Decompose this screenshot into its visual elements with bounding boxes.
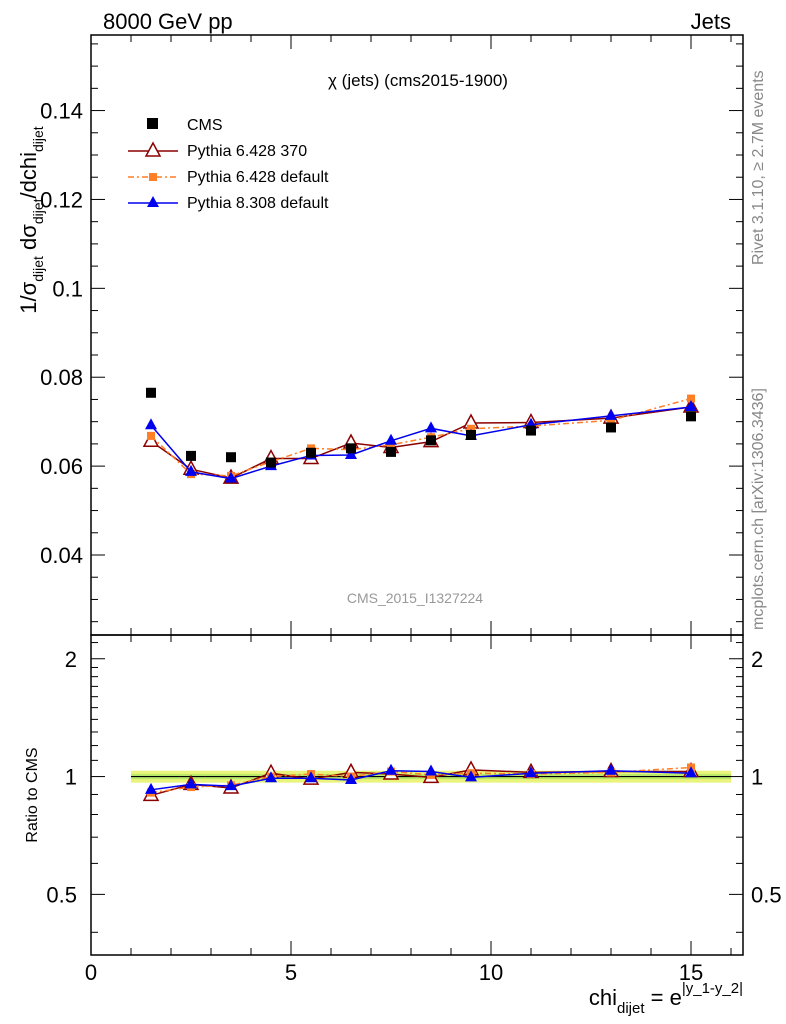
series-point	[345, 772, 357, 784]
series-point	[525, 766, 537, 778]
legend-marker-py6-default	[149, 173, 157, 181]
x-tick-label: 0	[85, 960, 97, 985]
plot-title: χ (jets) (cms2015-1900)	[328, 71, 508, 90]
cms-data-point	[346, 443, 356, 454]
ratio-tick-label-right: 0.5	[751, 882, 782, 907]
legend-marker-py8-default	[147, 196, 159, 207]
analysis-label: CMS_2015_I1327224	[347, 590, 483, 606]
rivet-label: Rivet 3.1.10, ≥ 2.7M events	[750, 70, 767, 265]
series-point	[467, 424, 475, 433]
cms-data-point	[226, 452, 236, 463]
cms-data-point	[426, 435, 436, 446]
series-point	[185, 777, 197, 789]
x-axis-label: chidijet = e|y_1-y_2|	[589, 980, 743, 1017]
series-point	[185, 464, 197, 476]
cms-data-point	[686, 411, 696, 422]
y-tick-label: 0.14	[40, 99, 83, 124]
ratio-tick-label-right: 2	[751, 647, 763, 672]
series-point	[265, 771, 277, 783]
legend-label-py6-default: Pythia 6.428 default	[187, 169, 329, 186]
cms-data-point	[466, 430, 476, 440]
data-points	[146, 387, 696, 468]
cms-data-point	[266, 457, 276, 468]
ratio-tick-label-right: 1	[751, 765, 763, 790]
series-line	[150, 397, 692, 477]
series-point	[607, 416, 615, 425]
y-tick-label: 0.08	[40, 365, 83, 390]
series-point	[145, 418, 157, 430]
legend-label-py8-default: Pythia 8.308 default	[187, 195, 329, 212]
energy-label: 8000 GeV pp	[103, 9, 233, 34]
y-tick-label: 0.12	[40, 187, 83, 212]
series-point	[605, 408, 617, 420]
series-point	[305, 771, 317, 783]
process-label: Jets	[691, 9, 731, 34]
legend: CMS Pythia 6.428 370 Pythia 6.428 defaul…	[128, 117, 329, 212]
series-point	[605, 763, 617, 775]
main-axis-ticks: 0.04 0.06 0.08 0.1 0.12 0.14	[40, 43, 743, 623]
series-point	[465, 770, 477, 782]
series-point	[425, 764, 437, 776]
ratio-y-axis-label: Ratio to CMS	[24, 747, 41, 842]
cms-data-point	[606, 422, 616, 433]
ratio-plot-frame	[90, 634, 744, 956]
y-tick-label: 0.06	[40, 454, 83, 479]
ratio-tick-label-left: 2	[65, 647, 77, 672]
legend-marker-py6-370	[144, 141, 162, 157]
series-point	[687, 394, 695, 403]
cms-data-point	[526, 425, 536, 436]
series-line	[150, 406, 692, 479]
legend-marker-cms	[147, 118, 158, 129]
x-tick-label: 5	[285, 960, 297, 985]
ratio-series-line	[150, 769, 692, 791]
series-point	[345, 448, 357, 459]
x-tick-label: 10	[479, 960, 503, 985]
ratio-axis-ticks: 0.5 0.5 1 1 2 2	[46, 642, 782, 933]
cms-data-point	[146, 387, 156, 398]
y-axis-label: 1/σdijet dσdijet/dchidijet	[16, 126, 46, 314]
series-point	[225, 779, 237, 791]
y-tick-label: 0.04	[40, 543, 83, 568]
series-point	[385, 433, 397, 445]
ratio-tick-label-left: 0.5	[46, 882, 77, 907]
series-point	[385, 763, 397, 775]
series-point	[147, 431, 155, 440]
x-axis-ticks: 0 5 10 15	[85, 35, 732, 985]
series-point	[225, 471, 237, 483]
series-point	[685, 766, 697, 778]
cms-data-point	[186, 450, 196, 461]
ratio-tick-label-left: 1	[65, 765, 77, 790]
cms-data-point	[306, 447, 316, 458]
cms-data-point	[386, 446, 396, 457]
legend-label-cms: CMS	[187, 117, 223, 134]
mcplots-label: mcplots.cern.ch [arXiv:1306.3436]	[750, 388, 767, 630]
y-tick-label: 0.1	[52, 276, 83, 301]
series-point	[145, 782, 157, 794]
series-line	[150, 406, 692, 480]
series-point	[685, 400, 697, 411]
x-tick-label: 15	[679, 960, 703, 985]
series-point	[425, 421, 437, 433]
legend-label-py6-370: Pythia 6.428 370	[187, 143, 307, 160]
